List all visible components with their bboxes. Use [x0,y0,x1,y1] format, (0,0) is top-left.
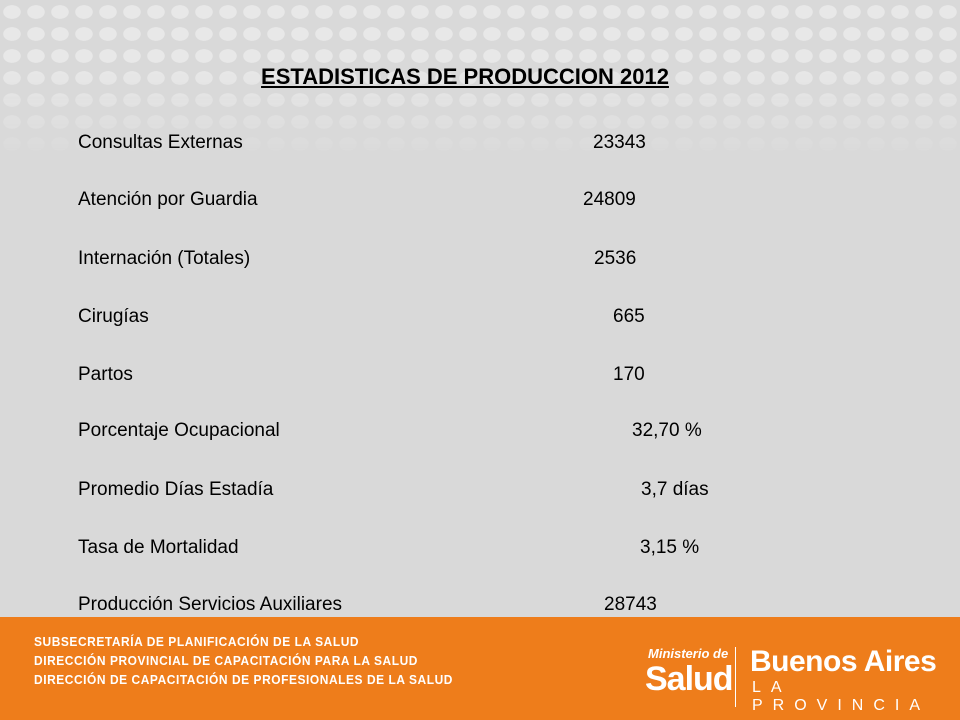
row-value: 28743 [604,594,657,615]
divider [735,647,736,707]
footer-line: SUBSECRETARÍA DE PLANIFICACIÓN DE LA SAL… [34,634,360,649]
province-name: Buenos Aires [750,645,937,678]
province-sub: LA PROVINCIA [752,679,931,714]
row-label: Partos [78,364,133,385]
title: ESTADISTICAS DE PRODUCCION 2012 [261,64,669,89]
row-value: 665 [613,306,645,327]
dot-pattern [0,0,960,160]
row-label: Producción Servicios Auxiliares [78,594,343,615]
row-value: 24809 [583,189,636,210]
row-value: 2536 [594,248,637,269]
row-label: Consultas Externas [78,132,243,153]
row-label: Promedio Días Estadía [78,479,274,500]
footer-line: DIRECCIÓN PROVINCIAL DE CAPACITACIÓN PAR… [34,653,418,668]
footer-line: DIRECCIÓN DE CAPACITACIÓN DE PROFESIONAL… [34,672,453,687]
row-value: 170 [613,364,645,385]
row-label: Atención por Guardia [78,189,258,210]
row-value: 3,7 días [641,479,709,500]
row-label: Internación (Totales) [78,248,251,269]
row-value: 3,15 % [640,537,700,558]
row-label: Porcentaje Ocupacional [78,420,280,441]
row-label: Tasa de Mortalidad [78,537,239,558]
footer: SUBSECRETARÍA DE PLANIFICACIÓN DE LA SAL… [0,617,960,720]
row-value: 23343 [593,132,646,153]
row-label: Cirugías [78,306,149,327]
row-value: 32,70 % [632,420,702,441]
ministry-label: Ministerio de [648,646,729,661]
ministry-name: Salud [645,660,734,698]
